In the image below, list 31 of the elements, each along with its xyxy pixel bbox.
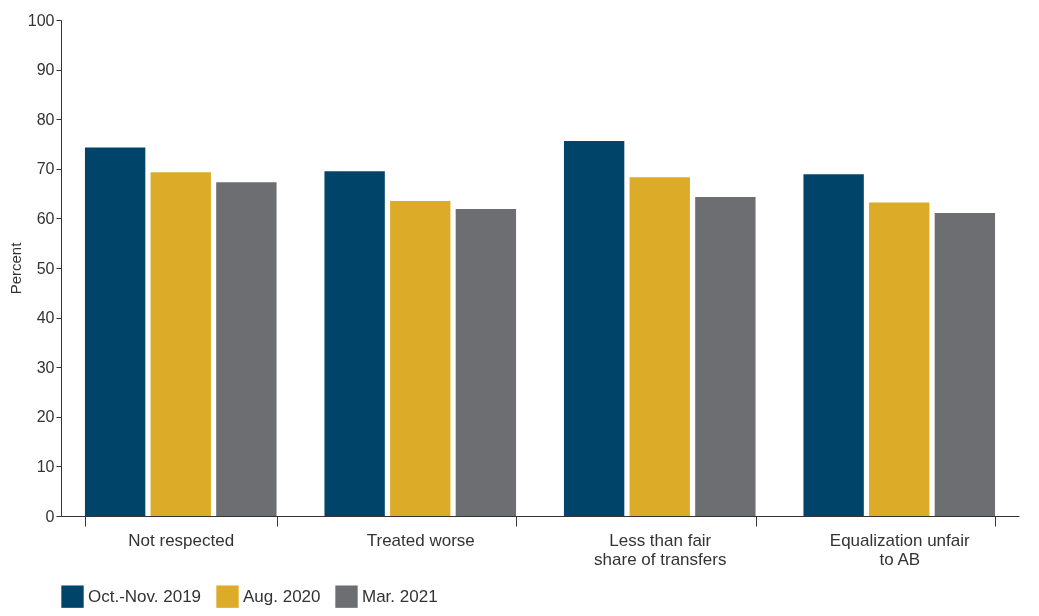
x-tick-label: Not respected [128, 530, 235, 550]
y-tick-label: 70 [36, 160, 55, 178]
y-tick-label: 20 [36, 408, 55, 426]
bar [84, 147, 146, 516]
x-tick-label: Treated worse [366, 530, 475, 550]
bar [803, 174, 864, 516]
y-tick-label: 100 [27, 11, 55, 29]
bar [695, 197, 756, 516]
bar [934, 212, 996, 516]
y-tick-label: 40 [36, 309, 55, 327]
legend-label: Mar. 2021 [362, 586, 438, 606]
bar [324, 171, 385, 516]
y-tick-label: 90 [36, 61, 55, 79]
y-tick-label: 60 [36, 209, 55, 227]
bar [390, 201, 451, 516]
x-tick-label: Less than fair share of transfers [594, 530, 727, 569]
y-tick-label: 80 [36, 110, 55, 128]
legend-label: Aug. 2020 [243, 586, 321, 606]
bar [455, 208, 517, 516]
y-axis-title: Percent [6, 241, 24, 295]
y-tick-label: 50 [36, 259, 55, 277]
x-tick-label: Equalization unfair to AB [829, 530, 971, 569]
bar [869, 202, 930, 516]
bar [150, 172, 211, 516]
bar [629, 177, 690, 516]
bar [563, 141, 625, 516]
y-tick-label: 10 [36, 457, 55, 475]
bar [216, 182, 277, 516]
y-tick-label: 30 [36, 358, 55, 376]
legend-label: Oct.-Nov. 2019 [88, 586, 202, 606]
y-tick-label: 0 [45, 507, 55, 525]
